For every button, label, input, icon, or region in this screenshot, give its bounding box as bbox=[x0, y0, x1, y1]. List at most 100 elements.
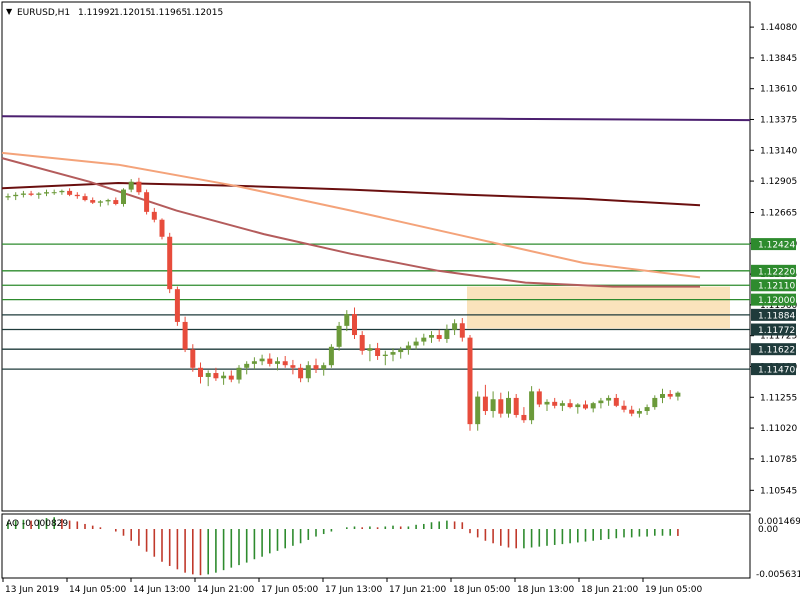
candle[interactable] bbox=[74, 192, 80, 199]
candle[interactable] bbox=[90, 197, 96, 204]
candle[interactable] bbox=[398, 346, 404, 359]
candle[interactable] bbox=[105, 198, 111, 206]
candle[interactable] bbox=[467, 335, 473, 431]
candle-body bbox=[136, 181, 142, 193]
candle[interactable] bbox=[436, 329, 442, 342]
candle[interactable] bbox=[482, 384, 488, 415]
candle[interactable] bbox=[536, 388, 542, 408]
candle[interactable] bbox=[521, 407, 527, 423]
candle[interactable] bbox=[490, 391, 496, 418]
candle[interactable] bbox=[367, 344, 373, 362]
candle[interactable] bbox=[344, 310, 350, 332]
candle[interactable] bbox=[151, 207, 157, 223]
candle[interactable] bbox=[282, 356, 288, 368]
candle[interactable] bbox=[182, 316, 188, 353]
candle[interactable] bbox=[259, 354, 265, 366]
candle[interactable] bbox=[352, 307, 357, 339]
candle-body bbox=[151, 211, 157, 220]
candle[interactable] bbox=[652, 395, 658, 410]
candle[interactable] bbox=[583, 400, 588, 410]
candle[interactable] bbox=[59, 189, 65, 195]
candle[interactable] bbox=[475, 391, 481, 431]
candle[interactable] bbox=[174, 286, 180, 326]
candle[interactable] bbox=[459, 318, 465, 342]
candle[interactable] bbox=[390, 348, 396, 362]
candle[interactable] bbox=[621, 400, 627, 413]
candle[interactable] bbox=[567, 399, 573, 409]
candle[interactable] bbox=[613, 394, 619, 408]
candle[interactable] bbox=[590, 401, 596, 413]
candle[interactable] bbox=[660, 388, 665, 404]
candle[interactable] bbox=[213, 367, 219, 381]
candle-body bbox=[521, 414, 527, 421]
candle[interactable] bbox=[421, 333, 427, 346]
candle[interactable] bbox=[498, 392, 504, 418]
candle[interactable] bbox=[36, 192, 42, 199]
candle-body bbox=[321, 365, 327, 370]
candle[interactable] bbox=[5, 193, 11, 201]
candle[interactable] bbox=[82, 193, 88, 202]
candle[interactable] bbox=[290, 359, 296, 375]
candle[interactable] bbox=[128, 179, 134, 193]
candle[interactable] bbox=[598, 397, 604, 409]
level-label-bg-1.12110 bbox=[751, 279, 796, 292]
candle[interactable] bbox=[51, 189, 57, 195]
candle[interactable] bbox=[313, 358, 319, 374]
candle[interactable] bbox=[405, 341, 411, 355]
candle[interactable] bbox=[513, 394, 519, 418]
candle[interactable] bbox=[336, 321, 342, 351]
candle[interactable] bbox=[13, 192, 19, 201]
candle[interactable] bbox=[267, 353, 273, 367]
candle[interactable] bbox=[629, 405, 635, 417]
candle[interactable] bbox=[28, 190, 34, 197]
candle[interactable] bbox=[44, 189, 49, 197]
candle[interactable] bbox=[444, 324, 450, 343]
candle[interactable] bbox=[544, 399, 550, 412]
candle[interactable] bbox=[382, 350, 388, 366]
chart-menu-arrow[interactable]: ▼ bbox=[6, 7, 13, 16]
candle[interactable] bbox=[236, 365, 242, 384]
candle[interactable] bbox=[305, 361, 311, 383]
candle[interactable] bbox=[321, 362, 327, 376]
candle[interactable] bbox=[636, 408, 642, 418]
candle[interactable] bbox=[228, 370, 234, 383]
candle[interactable] bbox=[606, 395, 612, 406]
candle[interactable] bbox=[205, 370, 211, 387]
candle[interactable] bbox=[359, 331, 365, 355]
candle[interactable] bbox=[121, 188, 126, 207]
candle[interactable] bbox=[221, 371, 227, 385]
candle[interactable] bbox=[506, 391, 511, 418]
candle[interactable] bbox=[167, 232, 173, 294]
candle[interactable] bbox=[575, 403, 581, 414]
candle[interactable] bbox=[667, 390, 673, 400]
candle[interactable] bbox=[113, 197, 119, 206]
candle[interactable] bbox=[452, 319, 458, 336]
candle[interactable] bbox=[675, 391, 681, 401]
candle[interactable] bbox=[97, 200, 103, 207]
candle[interactable] bbox=[251, 357, 257, 370]
candle[interactable] bbox=[67, 188, 73, 197]
candle[interactable] bbox=[552, 397, 558, 409]
candle[interactable] bbox=[198, 362, 203, 384]
candle[interactable] bbox=[328, 344, 334, 368]
candle[interactable] bbox=[159, 218, 165, 240]
candle[interactable] bbox=[429, 331, 434, 343]
candle[interactable] bbox=[413, 337, 419, 350]
candle[interactable] bbox=[375, 342, 381, 360]
candle[interactable] bbox=[20, 190, 26, 198]
candle-body bbox=[429, 335, 434, 338]
level-label-1.11772: 1.11772 bbox=[758, 326, 795, 336]
candle[interactable] bbox=[529, 386, 535, 425]
candle[interactable] bbox=[244, 361, 250, 375]
candle-body bbox=[51, 192, 57, 194]
time-tick-label: 14 Jun 05:00 bbox=[69, 585, 126, 595]
candle[interactable] bbox=[644, 404, 650, 415]
candle[interactable] bbox=[190, 344, 196, 372]
candle[interactable] bbox=[275, 357, 280, 371]
candle[interactable] bbox=[136, 177, 142, 195]
candle[interactable] bbox=[559, 400, 565, 412]
candle[interactable] bbox=[298, 363, 304, 383]
candle[interactable] bbox=[144, 189, 150, 215]
